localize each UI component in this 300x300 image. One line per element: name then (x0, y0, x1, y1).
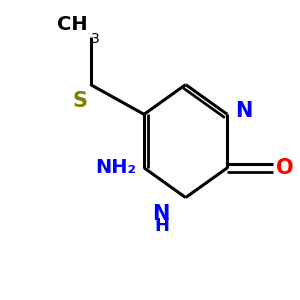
Text: N: N (152, 203, 169, 224)
Text: O: O (276, 158, 294, 178)
Text: H: H (154, 217, 169, 235)
Text: CH: CH (57, 15, 88, 34)
Text: 3: 3 (91, 32, 99, 46)
Text: S: S (73, 91, 88, 111)
Text: N: N (235, 101, 252, 122)
Text: NH₂: NH₂ (96, 158, 136, 177)
